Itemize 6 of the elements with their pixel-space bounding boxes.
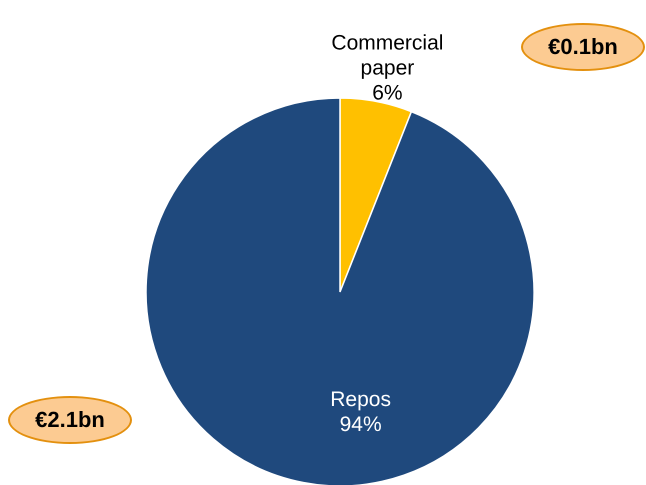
text: €0.1bn xyxy=(548,34,618,59)
data-label: 6% xyxy=(372,81,403,104)
slice-label: Repos xyxy=(330,388,391,412)
slice-label: Commercial paper xyxy=(331,31,444,80)
data-label: 94% xyxy=(340,413,382,436)
text: €2.1bn xyxy=(35,407,105,432)
